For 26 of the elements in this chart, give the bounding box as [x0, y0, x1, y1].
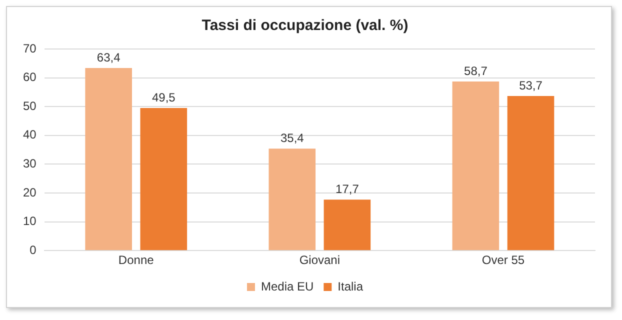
bar [324, 200, 371, 250]
y-tick-label: 60 [22, 70, 37, 84]
legend-label: Italia [338, 279, 364, 294]
data-label: 49,5 [152, 90, 176, 104]
y-tick-label: 70 [22, 41, 37, 56]
data-label: 35,4 [280, 130, 304, 145]
y-tick-label: 50 [22, 98, 37, 113]
bar [140, 108, 188, 250]
x-tick-label: Giovani [299, 253, 340, 268]
bar [452, 82, 500, 250]
legend-label: Media EU [260, 279, 314, 294]
bar [85, 68, 132, 250]
data-label: 17,7 [336, 182, 360, 196]
x-tick-label: Donne [118, 253, 154, 268]
chart-title: Tassi di occupazione (val. %) [202, 17, 408, 34]
y-tick-label: 30 [22, 156, 37, 171]
y-tick-label: 40 [22, 128, 37, 142]
bar [507, 96, 554, 250]
data-label: 63,4 [96, 50, 121, 64]
data-label: 53,7 [519, 78, 543, 92]
bar [268, 148, 316, 250]
y-tick-label: 0 [30, 242, 37, 257]
y-tick-label: 10 [22, 214, 37, 228]
x-tick-label: Over 55 [482, 253, 525, 268]
y-tick-label: 20 [22, 185, 37, 200]
data-label: 58,7 [464, 64, 488, 78]
